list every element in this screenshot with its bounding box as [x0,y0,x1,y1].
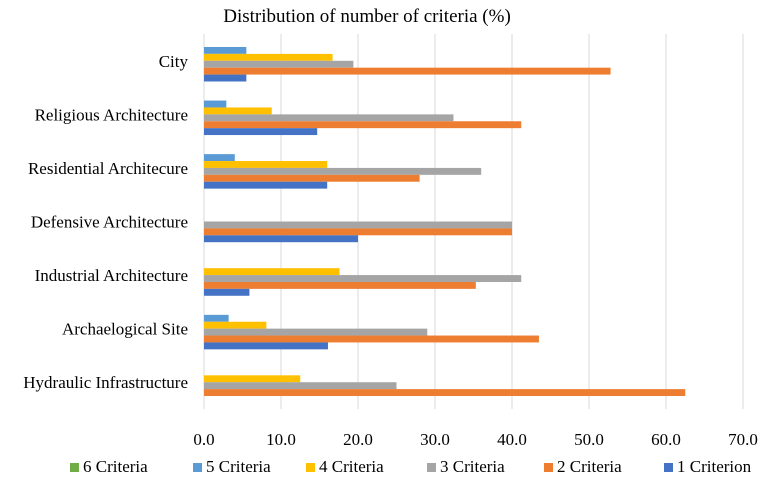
bar-2-criteria [204,67,611,75]
chart-title: Distribution of number of criteria (%) [223,6,511,27]
bar-3-criteria [204,328,428,336]
legend-swatch [70,463,79,472]
legend-label: 4 Criteria [319,457,384,476]
legend-swatch [193,463,202,472]
category-labels: City Religious Architecture Residential Ar… [23,52,188,392]
bar-3-criteria [204,60,354,68]
bar-1-criterion [204,235,358,243]
legend-label: 2 Criteria [557,457,622,476]
bar-3-criteria [204,221,512,229]
bar-3-criteria [204,275,522,282]
bar-5-criteria [204,46,247,54]
x-tick-label: 20.0 [343,430,373,449]
category-label: Residential Architecure [28,159,188,178]
bar-5-criteria [204,100,227,108]
legend-swatch [427,463,436,472]
x-tick-label: 50.0 [574,430,604,449]
x-tick-label: 60.0 [651,430,681,449]
x-tick-label: 0.0 [193,430,214,449]
bar-1-criterion [204,288,250,296]
bar-3-criteria [204,167,482,175]
bar-1-criterion [204,342,328,350]
bar-3-criteria [204,382,397,390]
x-tick-label: 30.0 [420,430,450,449]
category-label: Religious Architecture [35,105,188,124]
x-tick-label: 70.0 [728,430,758,449]
legend-swatch [306,463,315,472]
legend-swatch [544,463,553,472]
bar-2-criteria [204,121,522,129]
bar-4-criteria [204,375,301,383]
bar-2-criteria [204,174,420,182]
bar-2-criteria [204,228,512,236]
legend-swatch [664,463,673,472]
bar-1-criterion [204,128,318,136]
bar-4-criteria [204,107,272,115]
bar-1-criterion [204,181,328,189]
legend: 6 Criteria 5 Criteria 4 Criteria 3 Criteria… [70,457,752,476]
legend-label: 6 Criteria [83,457,148,476]
bar-5-criteria [204,314,229,322]
bar-4-criteria [204,161,328,168]
x-tick-label: 40.0 [497,430,527,449]
category-label: Hydraulic Infrastructure [23,373,188,392]
legend-label: 3 Criteria [440,457,505,476]
legend-label: 1 Criterion [677,457,752,476]
category-label: Defensive Architecture [31,213,188,232]
bar-2-criteria [204,281,476,289]
bar-1-criterion [204,74,247,82]
bar-5-criteria [204,154,235,162]
legend-label: 5 Criteria [206,457,271,476]
category-label: City [159,52,189,71]
x-tick-labels: 0.0 10.0 20.0 30.0 40.0 50.0 60.0 70.0 [193,430,758,449]
bar-2-criteria [204,335,539,343]
bar-4-criteria [204,268,340,276]
bars [204,46,686,397]
bar-4-criteria [204,321,267,329]
bar-4-criteria [204,53,333,61]
category-label: Archaelogical Site [62,320,188,339]
x-tick-label: 10.0 [266,430,296,449]
bar-3-criteria [204,114,454,122]
category-label: Industrial Architecture [35,266,188,285]
bar-2-criteria [204,389,686,397]
